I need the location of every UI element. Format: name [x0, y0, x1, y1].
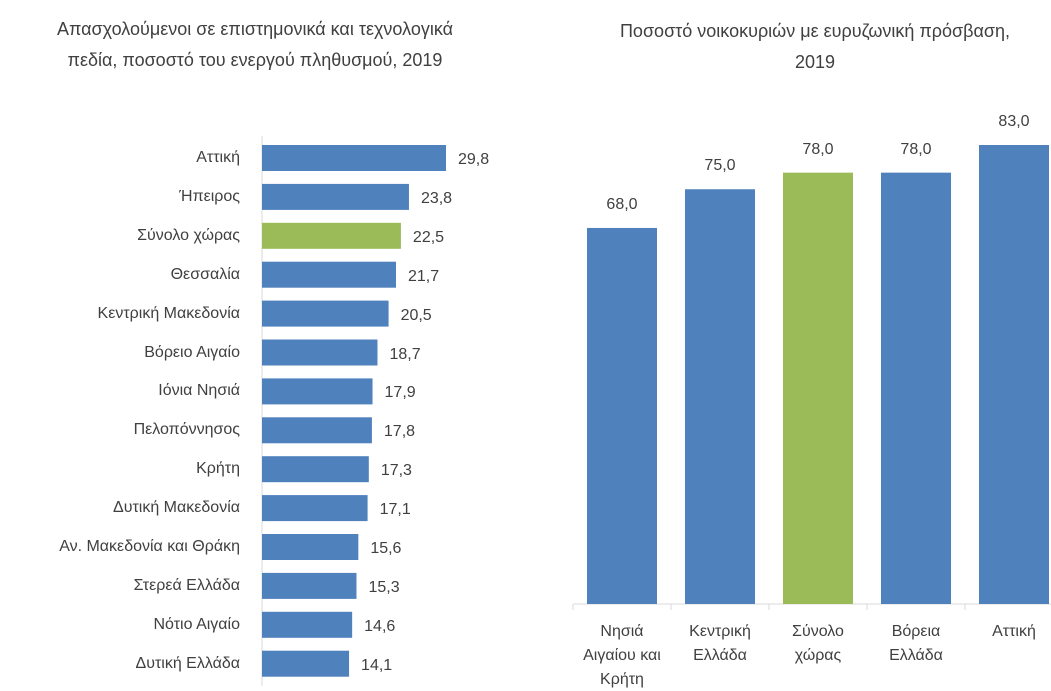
bar [262, 534, 359, 560]
category-label: Δυτική Μακεδονία [113, 499, 240, 517]
value-label: 83,0 [998, 113, 1030, 130]
category-label: Θεσσαλία [170, 265, 240, 283]
bar [262, 572, 357, 599]
category-label: Δυτική Ελλάδα [135, 654, 241, 672]
chart-title: Ποσοστό νοικοκυριών με ευρυζωνική πρόσβα… [619, 21, 1011, 72]
bar [262, 495, 368, 522]
bar [262, 417, 372, 444]
value-label: 14,6 [364, 617, 396, 635]
value-label: 17,9 [384, 384, 416, 402]
category-label: Κρήτη [196, 460, 240, 478]
value-label: 17,1 [379, 501, 411, 519]
bar [262, 378, 373, 405]
value-label: 15,3 [368, 578, 400, 596]
value-label: 22,5 [412, 228, 445, 246]
category-label: Στερεά Ελλάδα [133, 576, 240, 594]
category-label: Κεντρική Μακεδονία [97, 304, 240, 322]
value-label: 29,8 [458, 151, 490, 168]
category-label: Νότιο Αιγαίο [153, 615, 241, 633]
bar [262, 611, 353, 638]
value-label: 78,0 [802, 140, 834, 158]
bar [262, 222, 401, 249]
category-label: Αττική [992, 623, 1036, 640]
value-label: 78,0 [900, 140, 932, 158]
category-label: Αν. Μακεδονία και Θράκη [59, 538, 240, 555]
category-label: Νησιά Αιγαίου και Κρήτη [583, 623, 661, 688]
chart-title: Απασχολούμενοι σε επιστημονικά και τεχνο… [56, 19, 454, 70]
bar [262, 261, 396, 288]
bar [262, 456, 369, 483]
category-label: Σύνολο χώρας [137, 226, 240, 244]
bar [587, 227, 657, 604]
bar [262, 145, 446, 171]
category-label: Ήπειρος [179, 187, 240, 205]
value-label: 15,6 [370, 540, 402, 557]
category-label: Βόρεια Ελλάδα [889, 623, 943, 664]
bar [262, 339, 378, 366]
bar [262, 650, 350, 677]
value-label: 75,0 [704, 157, 736, 175]
value-label: 68,0 [606, 195, 638, 213]
value-label: 21,7 [407, 267, 440, 285]
value-label: 20,5 [400, 306, 432, 324]
category-label: Αττική [196, 149, 240, 166]
category-label: Βόρειο Αιγαίο [144, 343, 240, 361]
value-label: 17,8 [383, 423, 416, 441]
category-label: Σύνολο χώρας [792, 623, 844, 664]
value-label: 14,1 [361, 656, 393, 674]
category-label: Ιόνια Νησιά [158, 382, 240, 400]
value-label: 17,3 [380, 462, 412, 480]
value-label: 23,8 [420, 189, 453, 207]
category-label: Πελοπόννησος [133, 421, 240, 439]
bar [262, 183, 409, 210]
bar [783, 172, 853, 604]
category-label: Κεντρική Ελλάδα [689, 623, 751, 664]
bar [881, 172, 951, 604]
bar [685, 189, 755, 604]
bar [262, 300, 389, 327]
bar [979, 145, 1049, 604]
value-label: 18,7 [389, 345, 421, 363]
